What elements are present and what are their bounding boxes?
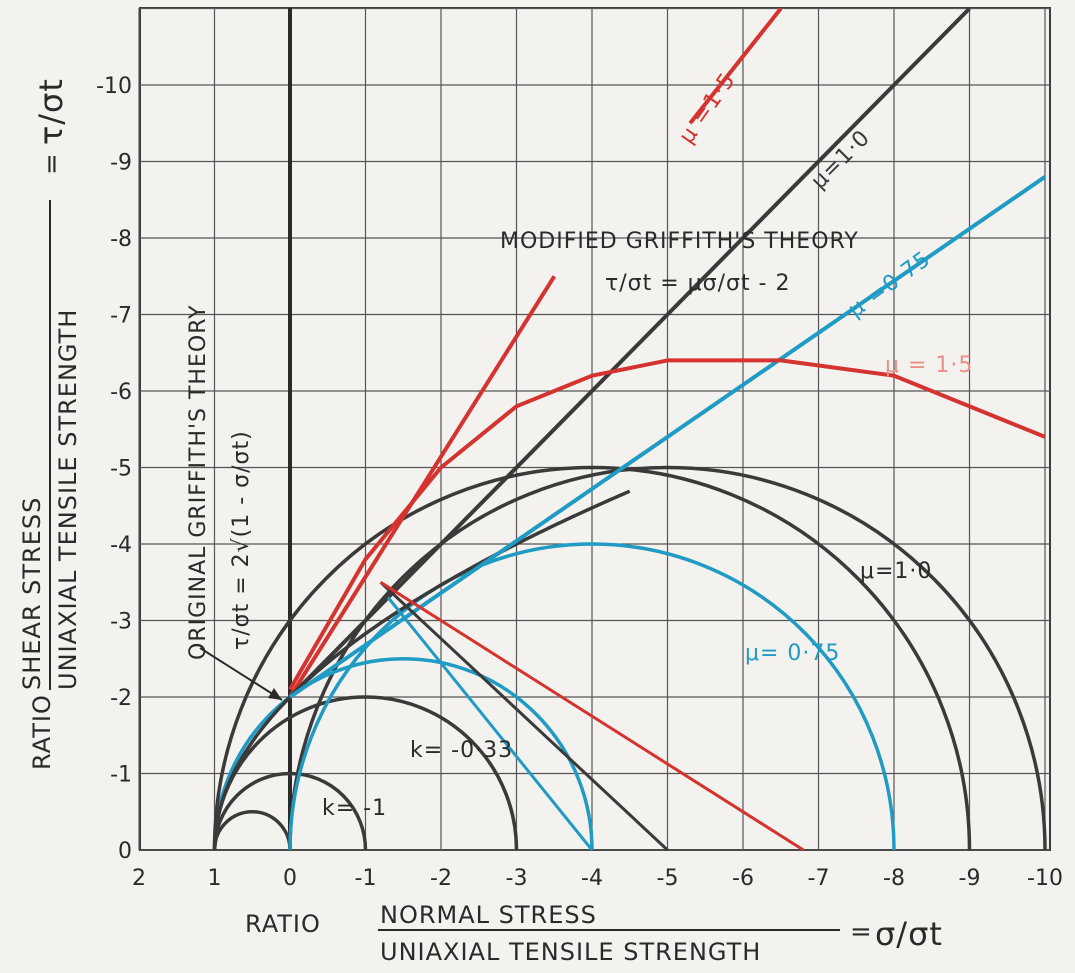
- x-tick-label: -8: [883, 866, 905, 891]
- x-tick-label: 0: [283, 866, 297, 891]
- y-tick-label: -6: [110, 380, 132, 405]
- y-tick-label: -4: [110, 533, 132, 558]
- y-tick-label: -2: [110, 686, 132, 711]
- x-tick-label: -6: [732, 866, 754, 891]
- y-tick-label: -5: [110, 457, 132, 482]
- y-tick-label: -1: [110, 763, 132, 788]
- mohr-circle: [288, 542, 896, 851]
- x-tick-label: -1: [355, 866, 377, 891]
- series-line-extension: [688, 7, 783, 125]
- mohr-circle: [288, 465, 1047, 851]
- arrow-head-icon: [268, 688, 282, 700]
- annotation-arrow: [199, 647, 283, 701]
- stress-line: [379, 581, 669, 852]
- x-tick-label: -9: [959, 866, 981, 891]
- x-axis-label: RATIO NORMAL STRESS UNIAXIAL TENSILE STR…: [245, 901, 943, 966]
- grid: [138, 7, 1051, 851]
- y-label-equals: =: [37, 152, 67, 175]
- series-line: [288, 7, 971, 699]
- y-tick-label: -9: [110, 151, 132, 176]
- label-modified-griffith: MODIFIED GRIFFITH'S THEORY: [500, 229, 859, 254]
- y-tick-label: -3: [110, 610, 132, 635]
- x-tick-label: -2: [430, 866, 452, 891]
- y-tick-label: 0: [118, 839, 132, 864]
- y-tick-label: -8: [110, 227, 132, 252]
- label-circle-mu-1-0: μ=1·0: [860, 559, 932, 584]
- label-original-griffith: ORIGINAL GRIFFITH'S THEORY: [186, 304, 211, 660]
- label-mu-1-5-envelope: μ = 1·5: [885, 353, 973, 378]
- x-label-prefix: RATIO: [245, 910, 321, 938]
- series-envelope: [288, 358, 1046, 691]
- x-tick-label: -10: [1027, 866, 1063, 891]
- x-tick-label: -4: [581, 866, 603, 891]
- x-tick-label: -3: [506, 866, 528, 891]
- y-tick-label: -7: [110, 304, 132, 329]
- curves: [212, 7, 1047, 852]
- series-line: [288, 275, 556, 699]
- y-label-prefix: RATIO: [28, 694, 56, 770]
- mohr-circle: [212, 810, 292, 851]
- x-label-symbol: σ/σt: [875, 915, 943, 953]
- x-tick-label: -7: [808, 866, 830, 891]
- x-label-denominator: UNIAXIAL TENSILE STRENGTH: [380, 938, 761, 966]
- x-tick-label: -5: [657, 866, 679, 891]
- y-tick-label: -10: [96, 74, 132, 99]
- label-mu-1-0-line: μ=1·0: [807, 125, 876, 194]
- x-label-numerator: NORMAL STRESS: [380, 901, 597, 929]
- y-label-numerator: SHEAR STRESS: [18, 497, 46, 690]
- formula-modified-griffith: τ/σt = μσ/σt - 2: [605, 271, 791, 296]
- y-axis-label: RATIO SHEAR STRESS UNIAXIAL TENSILE STRE…: [18, 78, 82, 770]
- mohr-circle: [212, 465, 972, 851]
- label-mu-1-5-line: μ =1·5: [674, 68, 741, 148]
- ticks: 2 1 0 -1 -2 -3 -4 -5 -6 -7 -8 -9 -10 0 -1 -2 -3 -4 -5 -6 -7 -…: [96, 74, 1063, 891]
- stress-line: [379, 581, 805, 852]
- x-label-equals: =: [850, 917, 873, 947]
- x-tick-label: 2: [132, 866, 146, 891]
- x-tick-label: 1: [208, 866, 222, 891]
- mohr-circle: [212, 657, 594, 851]
- y-label-denominator: UNIAXIAL TENSILE STRENGTH: [54, 309, 82, 690]
- label-mu-0-75-line: μ =0·75: [844, 247, 936, 323]
- stress-line: [386, 596, 594, 851]
- label-k-0-33: k= -0·33: [410, 738, 513, 763]
- y-label-symbol: τ/σt: [32, 78, 70, 145]
- mohr-circle: [212, 771, 368, 851]
- label-circle-mu-0-75: μ= 0·75: [745, 641, 840, 666]
- plot-frame: [139, 7, 1051, 851]
- formula-original-griffith: τ/σt = 2√(1 - σ/σt): [229, 430, 254, 650]
- series-line: [288, 175, 1047, 699]
- label-k-minus-1: k= -1: [322, 796, 387, 821]
- original-griffith-curve: [212, 489, 631, 851]
